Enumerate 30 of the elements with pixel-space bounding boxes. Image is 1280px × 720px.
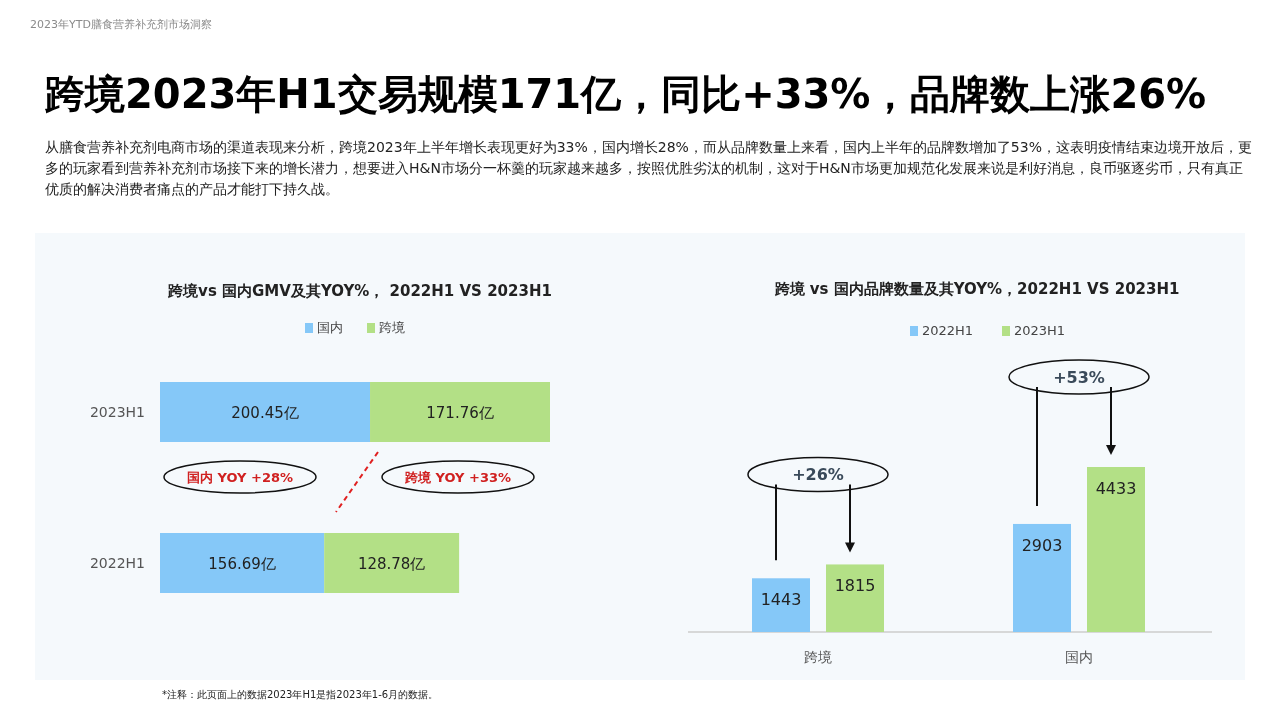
bar <box>370 382 550 442</box>
data-label: 1815 <box>834 576 876 596</box>
legend-label: 跨境 <box>379 320 405 335</box>
annotation: 国内 YOY +28% <box>186 470 294 485</box>
text: 跨境2023年H1交易规模171亿，同比+33%，品牌数上涨26% <box>44 71 1207 117</box>
data-label: 1443 <box>760 590 802 610</box>
bar <box>752 578 810 632</box>
bar <box>160 533 325 593</box>
bar <box>1087 467 1145 632</box>
chart-title: 跨境vs 国内GMV及其YOY%， 2022H1 VS 2023H1 <box>167 282 552 300</box>
data-label: 2903 <box>1021 535 1063 555</box>
annotation: +26% <box>792 465 844 485</box>
bar <box>1013 523 1071 632</box>
annotation: 跨境 YOY +33% <box>403 470 512 485</box>
text: +53% <box>1053 368 1105 387</box>
chart-title: 跨境 vs 国内品牌数量及其YOY%，2022H1 VS 2023H1 <box>773 280 1180 298</box>
bar <box>826 564 884 632</box>
text: *注释：此页面上的数据2023年H1是指2023年1-6月的数据。 <box>162 689 439 700</box>
legend-label: 国内 <box>317 320 343 335</box>
bar <box>324 533 460 593</box>
bar <box>160 382 371 442</box>
data-label: 200.45亿 <box>231 404 299 422</box>
data-label: 4433 <box>1095 479 1137 498</box>
data-label: 156.69亿 <box>208 555 276 573</box>
text: 从膳食营养补充剂电商市场的渠道表现来分析，跨境2023年上半年增长表现更好为33%，国内增长28%，而从品牌数量上来看，国内上半年的品牌数增加了53%，这表明疫情结束边境开放后，更多的玩家看到营养补充剂市场接下来的增长潜力，想要进入H&N市场分一杯羹的玩家越来越多，按照优胜劣汰的机制，这对于H&N市场更加规范化发展来说是利好消息，良币驱逐劣币，只有真正优质的解决消费者痛点的产品才能打下持久战。 <box>45 139 1252 197</box>
data-label: 171.76亿 <box>426 404 494 422</box>
text: 2023年YTD膳食营养补充剂市场洞察 <box>30 18 212 31</box>
legend-label: 2022H1 <box>922 323 974 338</box>
data-label: 128.78亿 <box>357 555 426 573</box>
legend-label: 2023H1 <box>1014 323 1066 338</box>
